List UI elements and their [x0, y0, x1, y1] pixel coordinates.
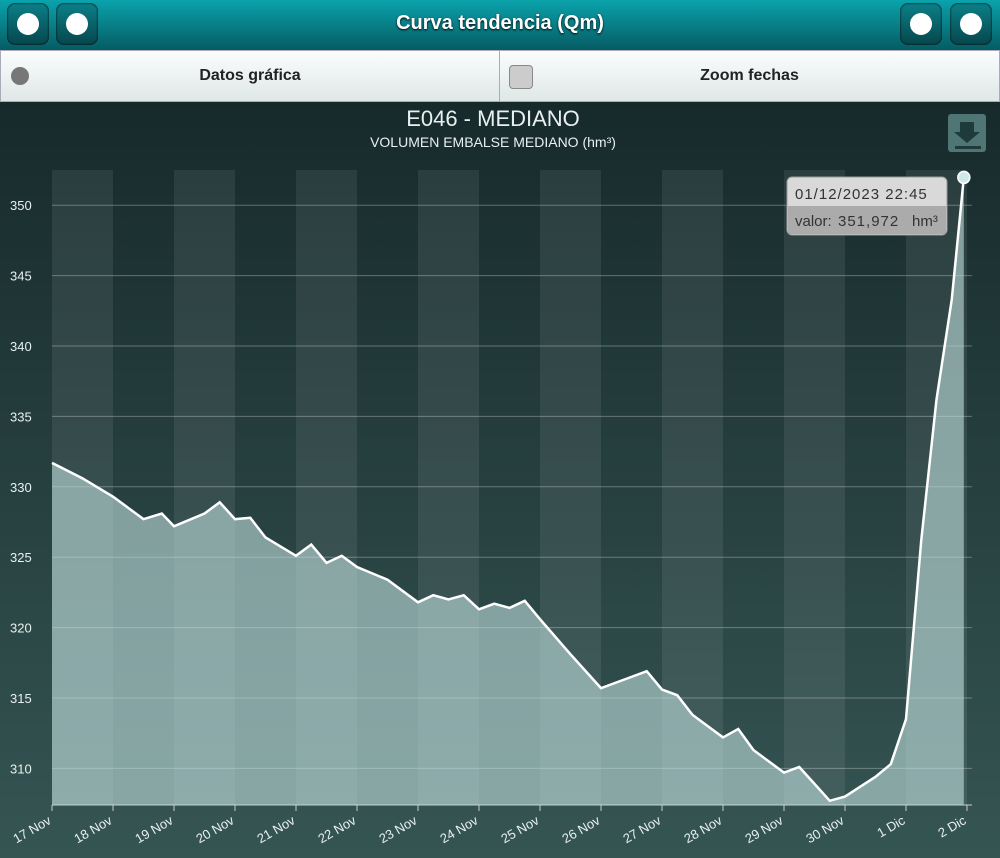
highlight-point	[957, 170, 971, 185]
chart-data-button[interactable]: Datos gráfica	[0, 50, 500, 102]
back-button[interactable]	[950, 3, 992, 45]
tooltip-label: valor:	[795, 213, 832, 230]
area	[52, 177, 964, 805]
y-tick-label: 335	[10, 409, 32, 424]
y-tick-label: 310	[10, 761, 32, 776]
button-label: Zoom fechas	[700, 67, 799, 84]
tooltip-unit: hm³	[912, 213, 938, 230]
chart-title: E046 - MEDIANO	[406, 106, 580, 131]
y-tick-label: 340	[10, 339, 32, 354]
y-tick-label: 325	[10, 550, 32, 565]
y-tick-label: 320	[10, 621, 32, 636]
y-tick-label: 330	[10, 480, 32, 495]
tooltip: 01/12/2023 22:45 valor: 351,972 hm³	[786, 176, 948, 236]
download-button[interactable]	[948, 114, 986, 152]
page-title: Curva tendencia (Qm)	[396, 12, 604, 34]
zoom-dates-button[interactable]: Zoom fechas	[499, 50, 1000, 102]
tooltip-value: 351,972	[838, 213, 899, 230]
tooltip-date: 01/12/2023 22:45	[795, 186, 928, 203]
tooltip-lower	[788, 206, 946, 234]
chart-subtitle: VOLUMEN EMBALSE MEDIANO (hm³)	[370, 134, 616, 150]
toolbar: Datos gráfica Zoom fechas	[0, 50, 1000, 102]
y-tick-label: 345	[10, 269, 32, 284]
menu-button[interactable]	[7, 3, 49, 45]
map-button[interactable]	[900, 3, 942, 45]
button-label: Datos gráfica	[199, 67, 301, 84]
y-tick-label: 350	[10, 198, 32, 213]
y-tick-label: 315	[10, 691, 32, 706]
header: Curva tendencia (Qm)	[0, 0, 1000, 50]
day-band	[784, 170, 845, 805]
chart: E046 - MEDIANO VOLUMEN EMBALSE MEDIANO (…	[0, 102, 1000, 858]
line	[51, 177, 966, 803]
alerts-button[interactable]	[56, 3, 98, 45]
